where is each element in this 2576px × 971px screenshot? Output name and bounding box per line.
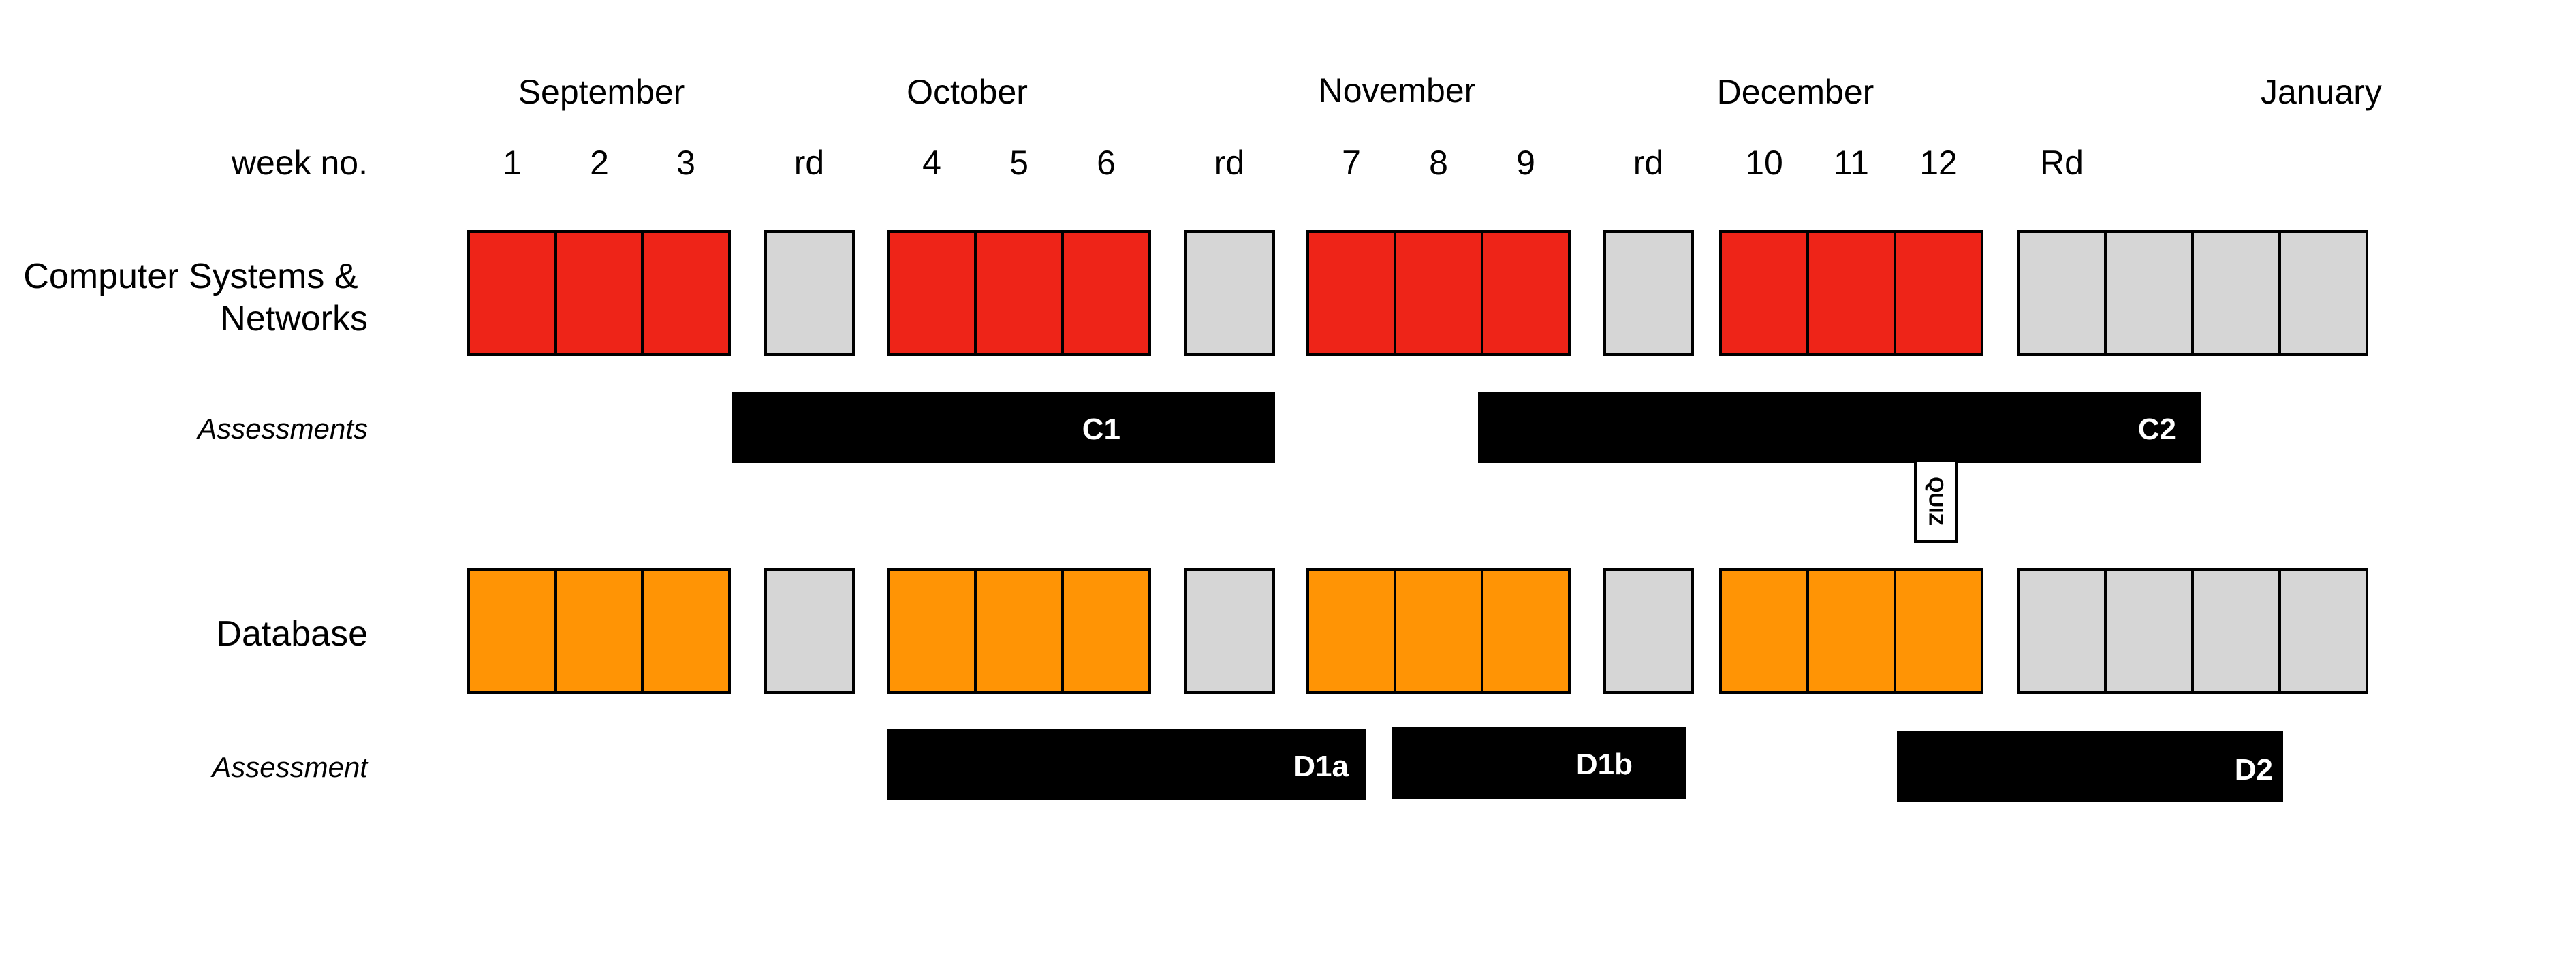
teaching-week-cell <box>467 230 557 356</box>
month-september: September <box>518 73 685 111</box>
break-week-cell <box>764 568 855 694</box>
month-headers: September October November December Janu… <box>518 71 2382 111</box>
teaching-week-cell <box>1061 568 1151 694</box>
week-label: 11 <box>1834 144 1869 182</box>
teaching-week-cell <box>554 230 644 356</box>
assessment-bar-c2 <box>1478 392 2201 463</box>
month-october: October <box>907 73 1028 111</box>
week-label: rd <box>1214 144 1244 182</box>
assessments-label-computer-systems: Assessments <box>195 413 368 445</box>
assessment-bar-label-c2: C2 <box>2138 413 2176 446</box>
break-week-cell <box>2278 568 2368 694</box>
week-label: 12 <box>1919 144 1958 182</box>
assessment-bar-d2 <box>1897 731 2283 802</box>
quiz-marker: QUIZ <box>1914 460 1958 543</box>
teaching-week-cell <box>1481 230 1571 356</box>
teaching-week-cell <box>1719 568 1809 694</box>
teaching-week-cell <box>1894 568 1983 694</box>
teaching-week-cell <box>1394 568 1483 694</box>
teaching-week-cell <box>974 230 1064 356</box>
database-assessment-bars: D1a D1b D2 <box>887 727 2283 802</box>
assessment-bar-d1b <box>1392 727 1686 799</box>
break-week-cell <box>1184 568 1275 694</box>
week-label: 5 <box>1009 144 1028 182</box>
computer-systems-week-cells <box>467 230 2368 356</box>
week-label: Rd <box>2040 144 2084 182</box>
teaching-week-cell <box>1394 230 1483 356</box>
break-week-cell <box>2104 230 2194 356</box>
teaching-week-cell <box>1481 568 1571 694</box>
assessment-label-database: Assessment <box>210 751 369 783</box>
quiz-label: QUIZ <box>1925 477 1947 526</box>
teaching-week-cell <box>1719 230 1809 356</box>
week-label: 2 <box>590 144 609 182</box>
assessment-bar-d1a <box>887 729 1366 800</box>
teaching-week-cell <box>887 568 977 694</box>
break-week-cell <box>1184 230 1275 356</box>
month-november: November <box>1319 71 1476 110</box>
row-label-database: Database <box>216 614 368 654</box>
month-january: January <box>2261 73 2382 111</box>
teaching-week-cell <box>974 568 1064 694</box>
break-week-cell <box>764 230 855 356</box>
break-week-cell <box>2191 230 2281 356</box>
teaching-week-cell <box>1806 568 1896 694</box>
teaching-week-cell <box>1894 230 1983 356</box>
week-label: 10 <box>1745 144 1783 182</box>
week-label: 9 <box>1516 144 1535 182</box>
week-number-header: week no. <box>231 144 368 182</box>
assessment-bar-label-d1a: D1a <box>1293 750 1349 783</box>
break-week-cell <box>1603 230 1694 356</box>
week-label: 4 <box>922 144 941 182</box>
week-label: rd <box>794 144 824 182</box>
week-label: 1 <box>503 144 522 182</box>
month-december: December <box>1717 73 1874 111</box>
assessment-bar-label-d1b: D1b <box>1576 748 1633 781</box>
assessment-bar-c1 <box>732 392 1275 463</box>
quiz-box <box>1914 460 1958 543</box>
week-label: 7 <box>1342 144 1361 182</box>
break-week-cell <box>2191 568 2281 694</box>
teaching-week-cell <box>554 568 644 694</box>
row-label-line-1: Computer Systems & <box>23 257 358 296</box>
row-label-line-2: Networks <box>220 299 368 338</box>
break-week-cell <box>1603 568 1694 694</box>
week-label: 6 <box>1097 144 1116 182</box>
teaching-week-cell <box>641 568 731 694</box>
teaching-week-cell <box>887 230 977 356</box>
week-label: rd <box>1633 144 1663 182</box>
computer-systems-assessment-bars: C1 C2 <box>732 392 2201 463</box>
teaching-week-cell <box>1306 230 1396 356</box>
assessment-bar-label-d2: D2 <box>2235 753 2273 786</box>
teaching-week-cell <box>1806 230 1896 356</box>
break-week-cell <box>2017 230 2107 356</box>
week-label: 3 <box>676 144 695 182</box>
break-week-cell <box>2017 568 2107 694</box>
row-label-computer-systems-networks: Computer Systems & Networks <box>23 257 368 338</box>
assessment-bar-label-c1: C1 <box>1082 413 1120 446</box>
database-week-cells <box>467 568 2368 694</box>
break-week-cell <box>2104 568 2194 694</box>
teaching-week-cell <box>641 230 731 356</box>
break-week-cell <box>2278 230 2368 356</box>
teaching-week-cell <box>1306 568 1396 694</box>
week-label: 8 <box>1429 144 1448 182</box>
teaching-week-cell <box>1061 230 1151 356</box>
teaching-week-cell <box>467 568 557 694</box>
